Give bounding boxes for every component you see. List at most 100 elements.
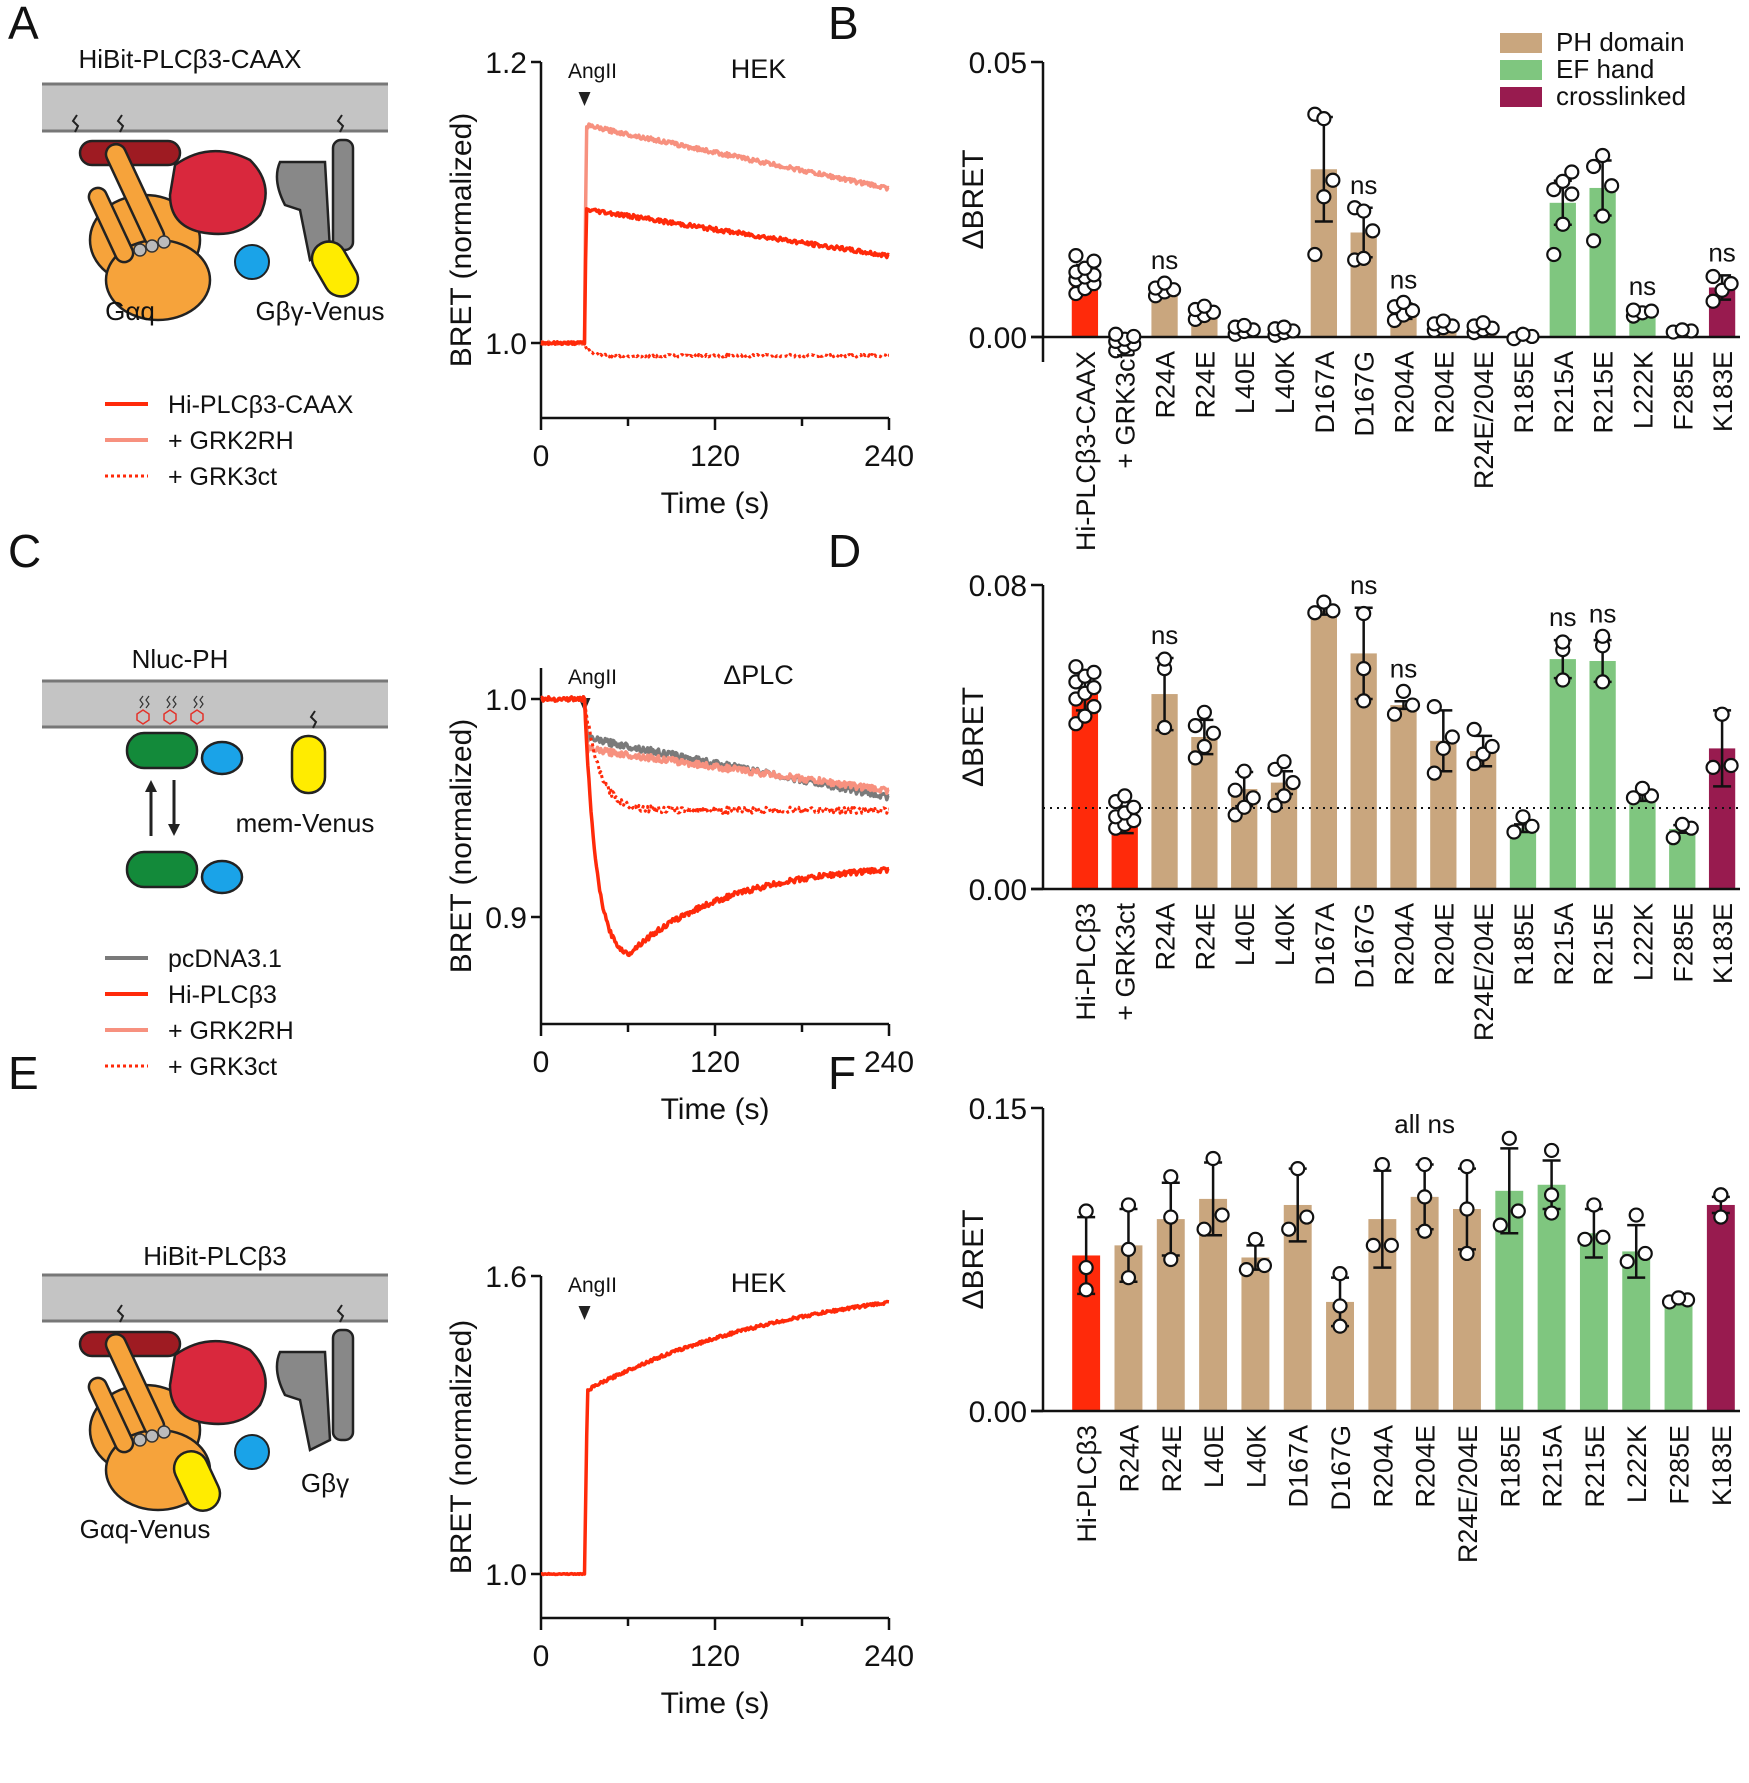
y-tick-label: 0.00 — [969, 874, 1027, 907]
data-point — [1543, 1142, 1560, 1159]
condition-label: ΔPLC — [723, 660, 794, 690]
legend-swatch — [1500, 33, 1542, 53]
category-label: K183E — [1708, 903, 1738, 984]
panel-letter-d: D — [828, 525, 862, 577]
data-point — [1705, 268, 1721, 285]
category-label: D167G — [1350, 351, 1380, 437]
data-point — [1723, 757, 1739, 774]
data-point — [1086, 679, 1102, 696]
chart-f-bar: 0.00 0.15 ΔBRET Hi-PLCβ3 R24A R24E L40E L40K D16… — [957, 1093, 1740, 1563]
category-label: D167A — [1284, 1425, 1314, 1508]
series-line-hi-plc-3-caax — [540, 207, 890, 347]
data-point — [1068, 659, 1084, 675]
significance-label: ns — [1350, 170, 1377, 200]
data-point — [1156, 275, 1173, 291]
series-line-hi-plc-3 — [540, 695, 890, 958]
data-point — [1247, 1231, 1264, 1247]
data-point — [1466, 721, 1482, 738]
x-tick-label: 0 — [533, 440, 550, 473]
data-point — [1238, 1261, 1255, 1278]
lipid-anchor-icon — [336, 114, 345, 133]
galpha-q-icon — [87, 142, 212, 322]
category-label: L40K — [1241, 1425, 1271, 1488]
data-point — [1546, 182, 1562, 198]
data-point — [1625, 790, 1642, 806]
data-point — [1404, 697, 1421, 713]
data-point — [1426, 698, 1442, 715]
panel-letter-a: A — [8, 0, 39, 49]
data-point — [1625, 302, 1642, 318]
data-point — [1126, 799, 1142, 815]
data-point — [1163, 1251, 1179, 1268]
equilibrium-arrows-icon — [145, 780, 180, 836]
ph-domain-icon — [125, 731, 199, 770]
data-point — [1156, 651, 1173, 667]
data-point — [1395, 683, 1412, 700]
data-point — [1276, 319, 1292, 335]
panel-letter-b: B — [828, 0, 859, 49]
bar — [1579, 1233, 1608, 1411]
data-point — [1120, 1241, 1137, 1258]
data-point — [1163, 1209, 1179, 1225]
galpha-q-label: Gαq — [105, 296, 155, 326]
data-point — [1325, 172, 1341, 188]
significance-label: ns — [1629, 271, 1656, 301]
category-label: R215A — [1549, 351, 1579, 434]
category-label: R215A — [1538, 1425, 1568, 1508]
data-point — [1316, 594, 1332, 610]
category-label: L222K — [1628, 903, 1658, 981]
category-label: D167G — [1326, 1425, 1356, 1511]
stimulus-arrow-icon — [578, 92, 591, 106]
chart-e-timecourse: 1.0 1.6 0 120 240 Time (s) BRET (normalized) An… — [445, 1261, 914, 1720]
membrane — [42, 82, 388, 133]
category-label: R204A — [1368, 1425, 1398, 1508]
y-tick-label: 1.6 — [485, 1261, 527, 1294]
data-point — [1674, 816, 1690, 833]
category-label: L40K — [1270, 351, 1300, 414]
data-point — [1628, 1207, 1644, 1223]
category-label: + GRK3ct — [1111, 903, 1141, 1021]
category-label: R24E/204E — [1469, 903, 1499, 1041]
lipid-anchor-icon — [309, 710, 318, 729]
bar — [1664, 1299, 1693, 1411]
category-label: Hi-PLCβ3 — [1071, 903, 1101, 1021]
data-point — [1459, 1158, 1475, 1175]
category-label: R204E — [1411, 1425, 1441, 1508]
data-point — [1723, 276, 1739, 292]
series-line--grk3ct — [540, 340, 890, 359]
category-label: R24E — [1190, 351, 1220, 419]
significance-label: ns — [1151, 620, 1178, 650]
data-point — [1196, 738, 1212, 755]
legend-swatch — [1500, 87, 1542, 107]
y-tick-label: 1.0 — [485, 328, 527, 361]
data-point — [1276, 754, 1292, 770]
data-point — [1674, 322, 1690, 338]
data-point — [1426, 765, 1442, 781]
data-point — [1356, 693, 1372, 709]
panel-letter-e: E — [8, 1047, 39, 1099]
lipid-anchor-icon — [71, 114, 80, 133]
category-label: R24E — [1190, 903, 1220, 971]
data-point — [1417, 1156, 1433, 1173]
category-label: L222K — [1622, 1425, 1652, 1503]
data-point — [1595, 1229, 1611, 1245]
data-point — [1475, 315, 1491, 331]
x-tick-label: 120 — [690, 1046, 740, 1079]
data-point — [1196, 704, 1212, 720]
category-label: R204A — [1390, 903, 1420, 986]
y-tick-label: 1.0 — [485, 1559, 527, 1592]
significance-label: ns — [1350, 570, 1377, 600]
legend-label: + GRK3ct — [168, 463, 277, 491]
category-label: R24E/204E — [1453, 1425, 1483, 1563]
data-point — [1236, 317, 1252, 334]
gbetagamma-icon — [275, 1328, 355, 1452]
data-point — [1515, 326, 1531, 342]
data-point — [1637, 1245, 1653, 1262]
category-label: K183E — [1708, 351, 1738, 432]
category-label: R24E — [1157, 1425, 1187, 1493]
data-point — [1555, 634, 1571, 650]
category-label: R185E — [1509, 351, 1539, 434]
data-point — [1714, 706, 1730, 722]
data-point — [1595, 147, 1611, 164]
